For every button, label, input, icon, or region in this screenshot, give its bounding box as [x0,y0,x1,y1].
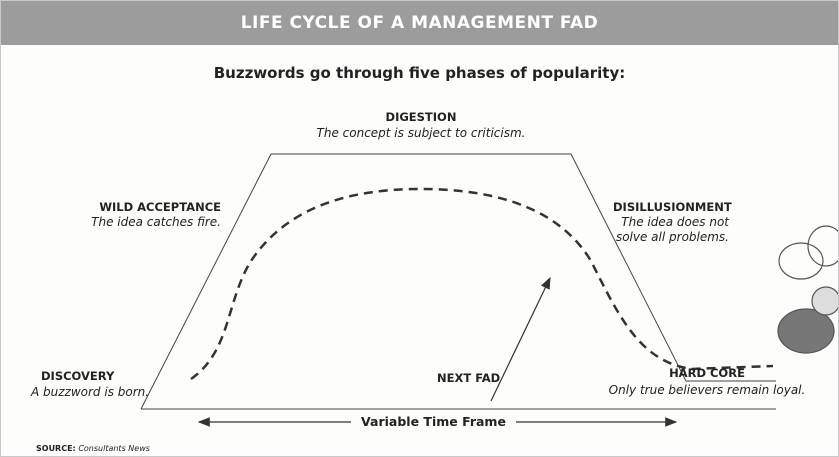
bee-cartoon [778,226,838,353]
source-name: Consultants News [78,444,150,453]
infographic: LIFE CYCLE OF A MANAGEMENT FAD Buzzwords… [0,0,839,457]
phase-description: The idea does not solve all problems. [601,215,729,245]
phase-name: DISCOVERY [41,369,114,384]
phase-name: DIGESTION [1,110,839,125]
phase-name: DISILLUSIONMENT [613,200,732,215]
phase-description: The idea catches fire. [41,215,221,230]
phase-name: HARD CORE [601,366,813,381]
source-label: SOURCE: [36,444,76,453]
next-fad-label: NEXT FAD [437,371,500,386]
phase-description: The concept is subject to criticism. [1,126,839,141]
time-frame-label: Variable Time Frame [351,414,516,429]
phase-description: A buzzword is born. [31,385,149,400]
phase-description: Only true believers remain loyal. [591,383,823,398]
source: SOURCE: Consultants News [36,444,150,454]
subtitle: Buzzwords go through five phases of popu… [1,66,838,81]
phase-name: WILD ACCEPTANCE [61,200,221,215]
